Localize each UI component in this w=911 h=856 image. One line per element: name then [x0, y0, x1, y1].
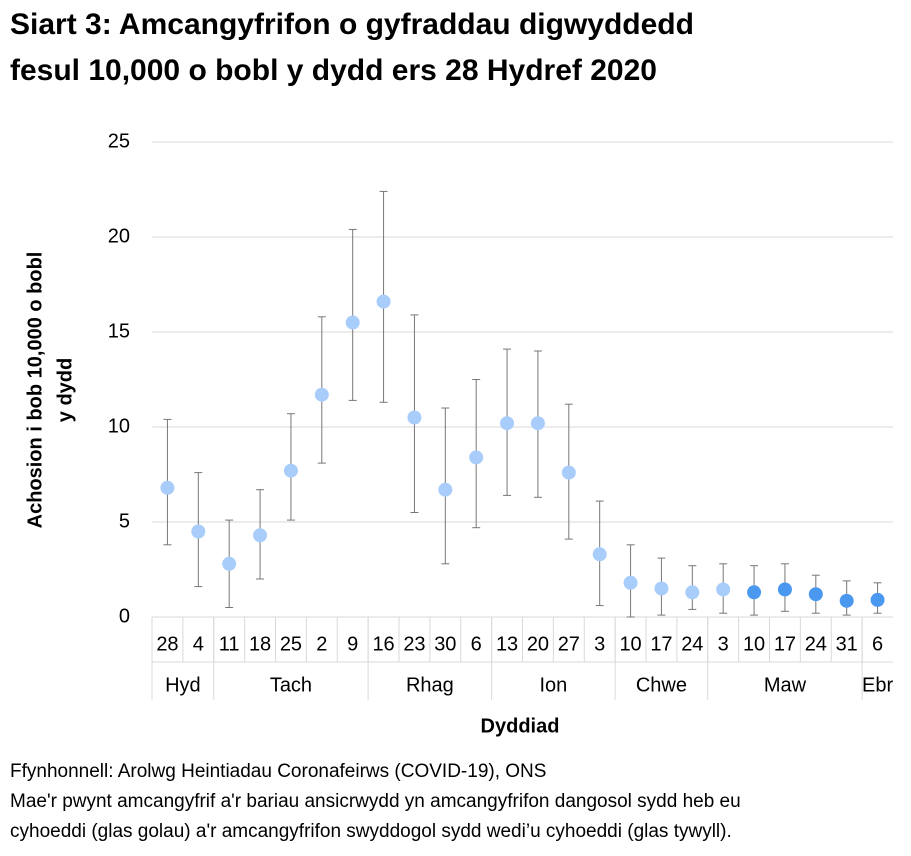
- group-label: Ebr: [862, 674, 893, 696]
- x-tick-label: 6: [872, 633, 883, 655]
- point: [314, 387, 329, 402]
- x-tick-label: 20: [527, 633, 549, 655]
- y-tick-label: 15: [108, 320, 130, 342]
- x-tick-label: 9: [347, 633, 358, 655]
- y-axis-label: y dydd: [54, 358, 76, 422]
- group-label: Rhag: [406, 674, 454, 696]
- point: [438, 482, 453, 497]
- x-tick-label: 10: [743, 633, 765, 655]
- x-tick-label: 31: [836, 633, 858, 655]
- x-tick-label: 3: [594, 633, 605, 655]
- point: [623, 575, 638, 590]
- x-tick-label: 3: [718, 633, 729, 655]
- x-tick-label: 13: [496, 633, 518, 655]
- y-tick-label: 25: [108, 130, 130, 152]
- point: [747, 585, 762, 600]
- point: [870, 592, 885, 607]
- x-tick-label: 25: [280, 633, 302, 655]
- point: [160, 480, 175, 495]
- note: cyhoeddi (glas golau) a'r amcangyfrifon …: [10, 821, 732, 842]
- group-label: Maw: [764, 674, 807, 696]
- x-tick-label: 16: [372, 633, 394, 655]
- point: [530, 416, 545, 431]
- x-tick-label: 2: [316, 633, 327, 655]
- x-tick-label: 10: [619, 633, 641, 655]
- x-tick-label: 6: [471, 633, 482, 655]
- point: [777, 582, 792, 597]
- y-tick-label: 5: [119, 510, 130, 532]
- x-tick-label: 11: [219, 633, 240, 655]
- y-tick-label: 20: [108, 225, 130, 247]
- point: [191, 524, 206, 539]
- point: [283, 463, 298, 478]
- point: [654, 581, 669, 596]
- group-label: Tach: [270, 674, 312, 696]
- group-label: Chwe: [636, 674, 687, 696]
- chart-title: fesul 10,000 o bobl y dydd ers 28 Hydref…: [10, 54, 657, 87]
- point: [839, 593, 854, 608]
- x-tick-label: 30: [434, 633, 456, 655]
- point: [253, 528, 268, 543]
- x-axis-label: Dyddiad: [481, 715, 560, 737]
- chart-title: Siart 3: Amcangyfrifon o gyfraddau digwy…: [10, 8, 694, 41]
- source-note: Ffynhonnell: Arolwg Heintiadau Coronafei…: [10, 761, 546, 782]
- x-tick-label: 17: [774, 633, 796, 655]
- y-axis-label: Achosion i bob 10,000 o bobl: [24, 252, 46, 529]
- point: [592, 547, 607, 562]
- y-tick-label: 0: [119, 605, 130, 627]
- point: [222, 556, 237, 571]
- x-tick-label: 24: [681, 633, 703, 655]
- point: [716, 582, 731, 597]
- note: Mae'r pwynt amcangyfrif a'r bariau ansic…: [10, 791, 741, 812]
- point: [407, 410, 422, 425]
- y-tick-label: 10: [108, 415, 130, 437]
- x-tick-label: 4: [193, 633, 204, 655]
- x-tick-label: 27: [558, 633, 580, 655]
- x-tick-label: 17: [650, 633, 672, 655]
- point: [561, 465, 576, 480]
- point: [469, 450, 484, 465]
- point: [685, 585, 700, 600]
- group-label: Hyd: [165, 674, 201, 696]
- group-label: Ion: [539, 674, 567, 696]
- point: [808, 587, 823, 602]
- point: [345, 315, 360, 330]
- point: [376, 294, 391, 309]
- x-tick-label: 24: [805, 633, 827, 655]
- point: [500, 416, 515, 431]
- x-tick-label: 28: [156, 633, 178, 655]
- x-tick-label: 18: [249, 633, 271, 655]
- x-tick-label: 23: [403, 633, 425, 655]
